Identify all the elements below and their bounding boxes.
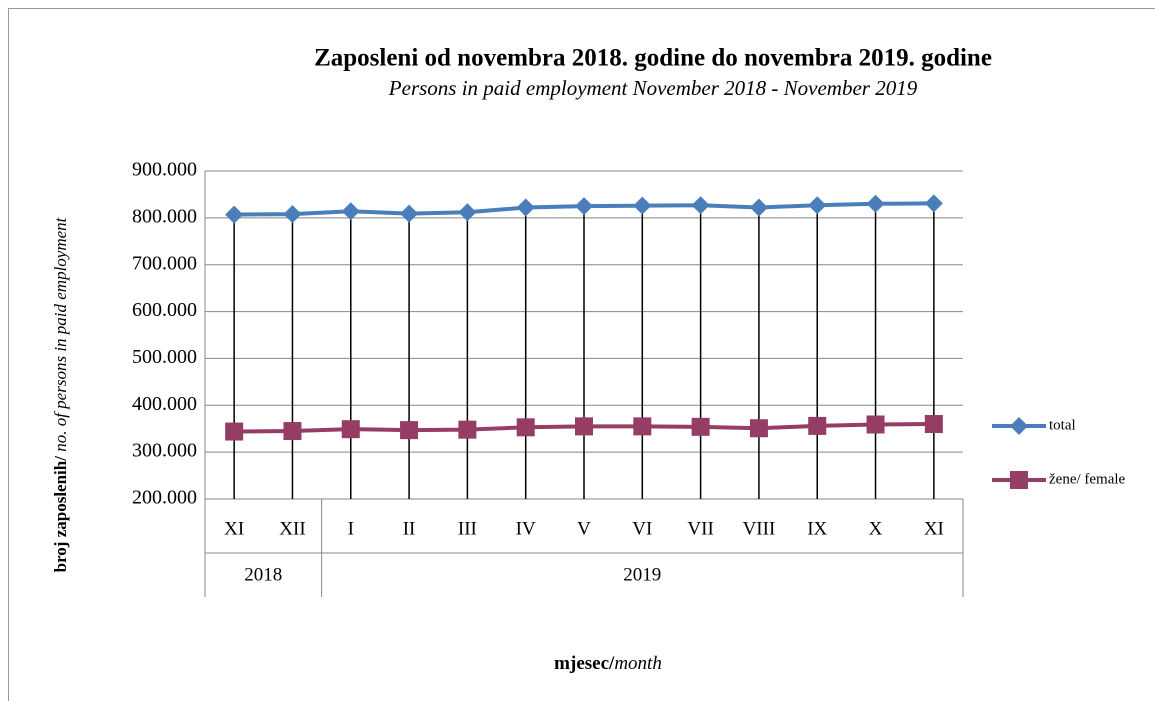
x-axis-label-bold: mjesec/ xyxy=(554,653,615,674)
data-point xyxy=(283,205,302,224)
y-tick-label: 200.000 xyxy=(132,487,197,509)
y-axis-label-italic: no. of persons in paid employment xyxy=(51,216,70,456)
data-point xyxy=(633,417,652,436)
x-group-label: 2019 xyxy=(623,564,661,585)
data-point xyxy=(225,205,244,224)
x-tick-label: V xyxy=(577,518,591,539)
chart-border xyxy=(8,8,1155,701)
x-axis-label: mjesec/month xyxy=(554,653,662,674)
x-tick-label: XI xyxy=(224,518,244,539)
data-point xyxy=(516,198,535,217)
y-tick-label: 800.000 xyxy=(132,205,197,227)
data-point xyxy=(633,196,652,215)
data-point xyxy=(575,417,593,436)
data-point xyxy=(575,197,593,216)
data-point xyxy=(341,420,360,439)
data-point xyxy=(516,418,535,437)
x-tick-label: III xyxy=(458,518,477,539)
x-axis-label-italic: month xyxy=(614,653,662,674)
x-tick-label: VI xyxy=(632,518,652,539)
x-tick-label: I xyxy=(348,518,354,539)
data-point xyxy=(866,194,885,213)
data-point xyxy=(749,198,768,217)
data-point xyxy=(866,415,885,434)
data-point xyxy=(341,202,360,221)
x-tick-label: XII xyxy=(279,518,305,539)
x-tick-label: IX xyxy=(807,518,827,539)
y-axis-label: broj zaposlenih/ no. of persons in paid … xyxy=(51,216,70,572)
data-point xyxy=(225,422,244,441)
data-point xyxy=(749,419,768,438)
x-tick-label: XI xyxy=(924,518,944,539)
y-tick-label: 300.000 xyxy=(132,440,197,462)
chart-title: Zaposleni od novembra 2018. godine do no… xyxy=(314,45,992,72)
data-point xyxy=(691,417,710,436)
x-tick-label: VII xyxy=(687,518,713,539)
y-tick-label: 600.000 xyxy=(132,299,197,321)
data-point xyxy=(691,196,710,215)
data-point xyxy=(458,203,477,222)
x-tick-label: IV xyxy=(516,518,536,539)
x-tick-label: VIII xyxy=(743,518,776,539)
x-tick-label: X xyxy=(869,518,883,539)
legend-label: total xyxy=(1049,417,1076,433)
data-point xyxy=(808,196,827,215)
x-tick-label: II xyxy=(403,518,416,539)
data-point xyxy=(924,415,943,434)
data-point xyxy=(458,420,477,439)
y-tick-label: 400.000 xyxy=(132,393,197,415)
x-group-label: 2018 xyxy=(244,564,282,585)
data-point xyxy=(283,422,302,441)
legend-marker xyxy=(1010,471,1028,489)
legend-marker xyxy=(1010,417,1028,435)
legend-label: žene/ female xyxy=(1049,471,1126,487)
y-tick-label: 900.000 xyxy=(132,159,197,181)
data-point xyxy=(808,416,827,435)
chart-subtitle: Persons in paid employment November 2018… xyxy=(388,76,918,100)
y-tick-label: 700.000 xyxy=(132,252,197,274)
data-point xyxy=(400,421,419,440)
y-tick-label: 500.000 xyxy=(132,346,197,368)
y-axis-label-bold: broj zaposlenih/ xyxy=(51,456,70,573)
data-point xyxy=(924,194,943,213)
data-point xyxy=(400,204,419,223)
